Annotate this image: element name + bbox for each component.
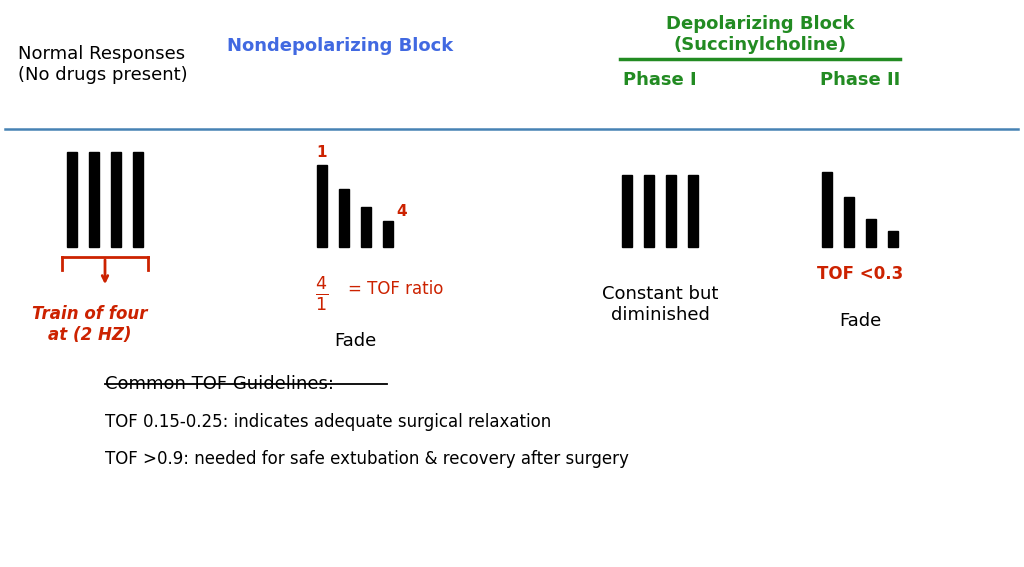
Text: Phase II: Phase II xyxy=(820,71,900,89)
Text: Nondepolarizing Block: Nondepolarizing Block xyxy=(227,37,454,55)
Bar xyxy=(688,175,698,247)
Bar xyxy=(666,175,676,247)
Text: Common TOF Guidelines:: Common TOF Guidelines: xyxy=(105,375,334,393)
Text: Fade: Fade xyxy=(334,332,376,350)
Text: Normal Responses
(No drugs present): Normal Responses (No drugs present) xyxy=(18,45,187,84)
Bar xyxy=(67,152,77,247)
Bar xyxy=(622,175,632,247)
Bar xyxy=(866,219,876,247)
Text: TOF >0.9: needed for safe extubation & recovery after surgery: TOF >0.9: needed for safe extubation & r… xyxy=(105,450,629,468)
Bar xyxy=(111,152,121,247)
Bar xyxy=(383,221,393,247)
Text: Phase I: Phase I xyxy=(624,71,696,89)
Bar xyxy=(844,197,854,247)
Text: Fade: Fade xyxy=(839,312,881,330)
Text: TOF <0.3: TOF <0.3 xyxy=(817,265,903,283)
Bar xyxy=(644,175,654,247)
Text: Depolarizing Block
(Succinylcholine): Depolarizing Block (Succinylcholine) xyxy=(666,15,854,54)
Bar xyxy=(888,231,898,247)
Bar xyxy=(822,172,831,247)
Text: Train of four
at (2 HZ): Train of four at (2 HZ) xyxy=(32,305,147,344)
Text: Constant but
diminished: Constant but diminished xyxy=(602,285,718,324)
Bar xyxy=(317,165,327,247)
Bar xyxy=(133,152,143,247)
Text: = TOF ratio: = TOF ratio xyxy=(348,280,443,298)
Bar xyxy=(339,189,349,247)
Text: 1: 1 xyxy=(316,145,328,160)
Bar xyxy=(361,207,371,247)
Text: 4: 4 xyxy=(396,204,408,219)
Text: TOF 0.15-0.25: indicates adequate surgical relaxation: TOF 0.15-0.25: indicates adequate surgic… xyxy=(105,413,551,431)
Text: $\frac{4}{1}$: $\frac{4}{1}$ xyxy=(315,275,329,313)
Bar xyxy=(89,152,99,247)
